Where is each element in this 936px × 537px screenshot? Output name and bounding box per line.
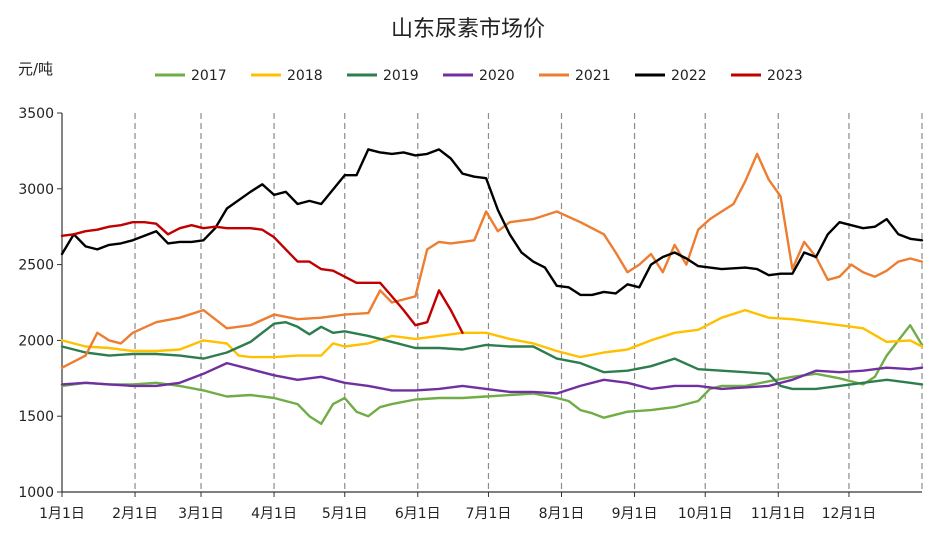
x-tick-label: 2月1日 (112, 506, 158, 522)
y-tick-label: 3000 (18, 182, 54, 198)
series-line-2020 (60, 361, 924, 395)
legend-label-2019: 2019 (383, 68, 419, 84)
legend-label-2017: 2017 (191, 68, 227, 84)
series-line-2022 (60, 148, 924, 297)
axes: 1000 1500 2000 2500 3000 3500 1月1日 2月1日 3月1日 4月1日… (18, 106, 922, 522)
legend-label-2022: 2022 (671, 68, 707, 84)
y-tick-label: 1000 (18, 485, 54, 501)
x-tick-label: 10月1日 (678, 506, 733, 522)
series-line-2018 (60, 308, 924, 359)
gridlines (134, 113, 923, 492)
y-axis-unit-label: 元/吨 (18, 60, 53, 78)
y-tick-label: 1500 (18, 409, 54, 425)
x-tick-label: 4月1日 (251, 506, 297, 522)
legend-label-2020: 2020 (479, 68, 515, 84)
x-tick-label: 12月1日 (822, 506, 877, 522)
series-line-2019 (60, 321, 924, 391)
legend-label-2018: 2018 (287, 68, 323, 84)
y-tick-label: 2000 (18, 333, 54, 349)
series-line-2017 (60, 324, 924, 425)
legend-label-2021: 2021 (575, 68, 611, 84)
series-line-2021 (60, 152, 924, 369)
x-tick-label: 8月1日 (539, 506, 585, 522)
legend-label-2023: 2023 (767, 68, 803, 84)
legend: 2017 2018 2019 2020 2021 2022 2023 (155, 68, 803, 84)
x-tick-label: 11月1日 (751, 506, 806, 522)
y-tick-label: 3500 (18, 106, 54, 122)
x-tick-label: 7月1日 (466, 506, 512, 522)
x-tick-label: 1月1日 (39, 506, 85, 522)
chart-title: 山东尿素市场价 (391, 17, 545, 42)
x-tick-label: 6月1日 (395, 506, 441, 522)
y-tick-label: 2500 (18, 258, 54, 274)
x-tick-label: 5月1日 (322, 506, 368, 522)
x-tick-label: 9月1日 (612, 506, 658, 522)
x-tick-label: 3月1日 (178, 506, 224, 522)
series-line-2023 (60, 220, 464, 334)
series-layer (60, 148, 924, 425)
